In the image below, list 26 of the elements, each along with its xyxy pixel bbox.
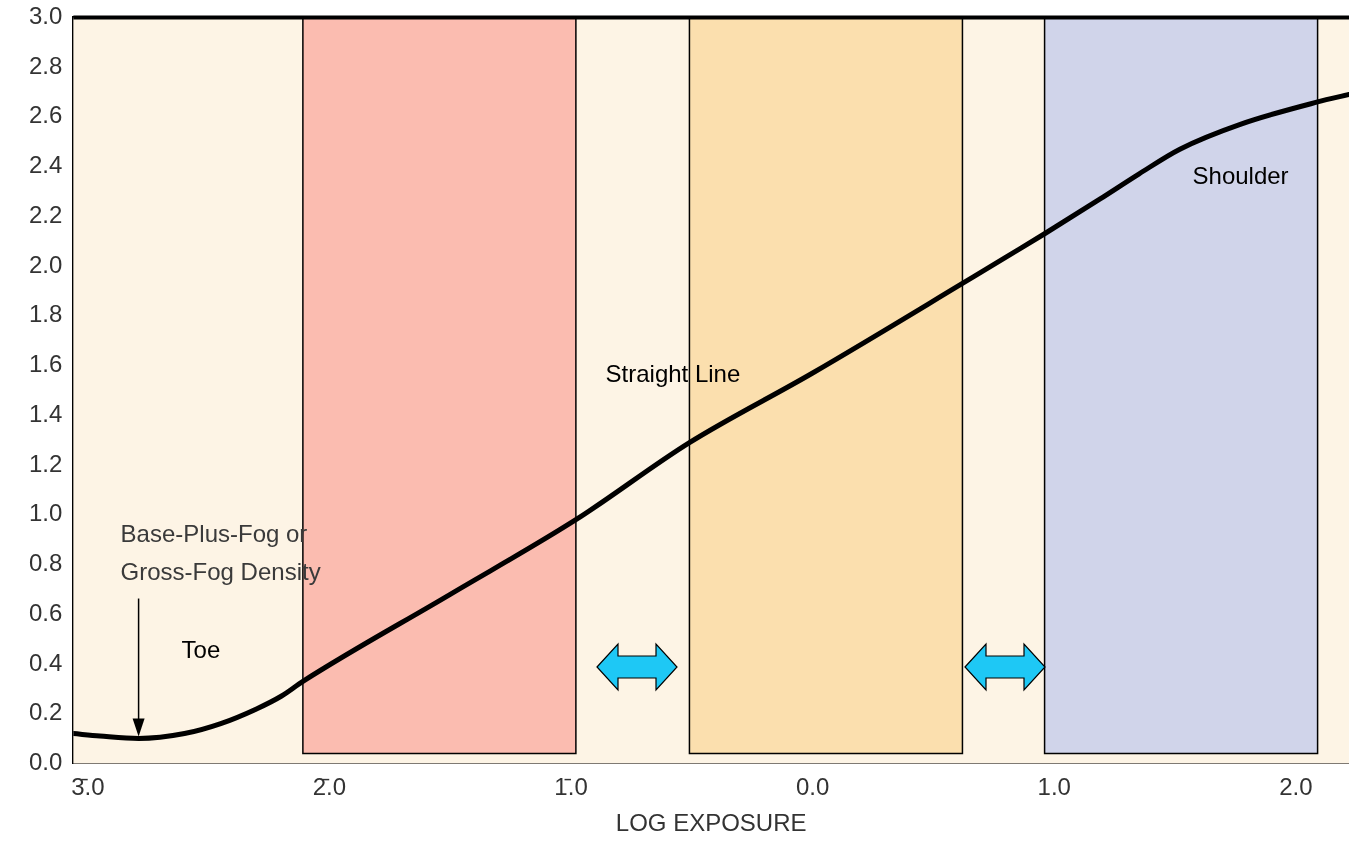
y-tick-label: 0.6 bbox=[28, 598, 63, 626]
y-tick-label: 1.8 bbox=[28, 300, 63, 328]
annotation: Shoulder bbox=[1192, 162, 1289, 190]
y-tick-label: 0.4 bbox=[28, 648, 63, 676]
x-tick-label: 1.0 bbox=[1037, 773, 1071, 801]
x-tick-label: 1̄.0 bbox=[554, 773, 588, 801]
y-tick-label: 2.8 bbox=[28, 51, 63, 79]
y-tick-label: 0.8 bbox=[28, 549, 63, 577]
y-tick-label: 1.4 bbox=[28, 399, 63, 427]
x-tick-label: 0.0 bbox=[795, 773, 830, 801]
y-tick-label: 0.2 bbox=[28, 698, 63, 726]
y-tick-label: 1.6 bbox=[28, 350, 63, 378]
x-tick-label: 3̄.0 bbox=[71, 773, 105, 801]
annotation: Toe bbox=[181, 636, 221, 664]
annotation: Straight Line bbox=[605, 360, 741, 388]
y-tick-label: 2.0 bbox=[28, 250, 63, 278]
y-tick-label: 2.6 bbox=[28, 101, 63, 129]
y-tick-label: 1.2 bbox=[28, 449, 63, 477]
y-tick-label: 0.0 bbox=[28, 748, 63, 776]
x-tick-label: 2.0 bbox=[1279, 773, 1313, 801]
y-tick-label: 2.2 bbox=[28, 200, 63, 228]
y-tick-label: 2.4 bbox=[28, 151, 63, 179]
x-tick-label: 2̄.0 bbox=[312, 773, 347, 801]
y-tick-label: 3.0 bbox=[28, 2, 63, 30]
x-axis-title: LOG EXPOSURE bbox=[615, 809, 807, 837]
y-tick-label: 1.0 bbox=[28, 499, 63, 527]
